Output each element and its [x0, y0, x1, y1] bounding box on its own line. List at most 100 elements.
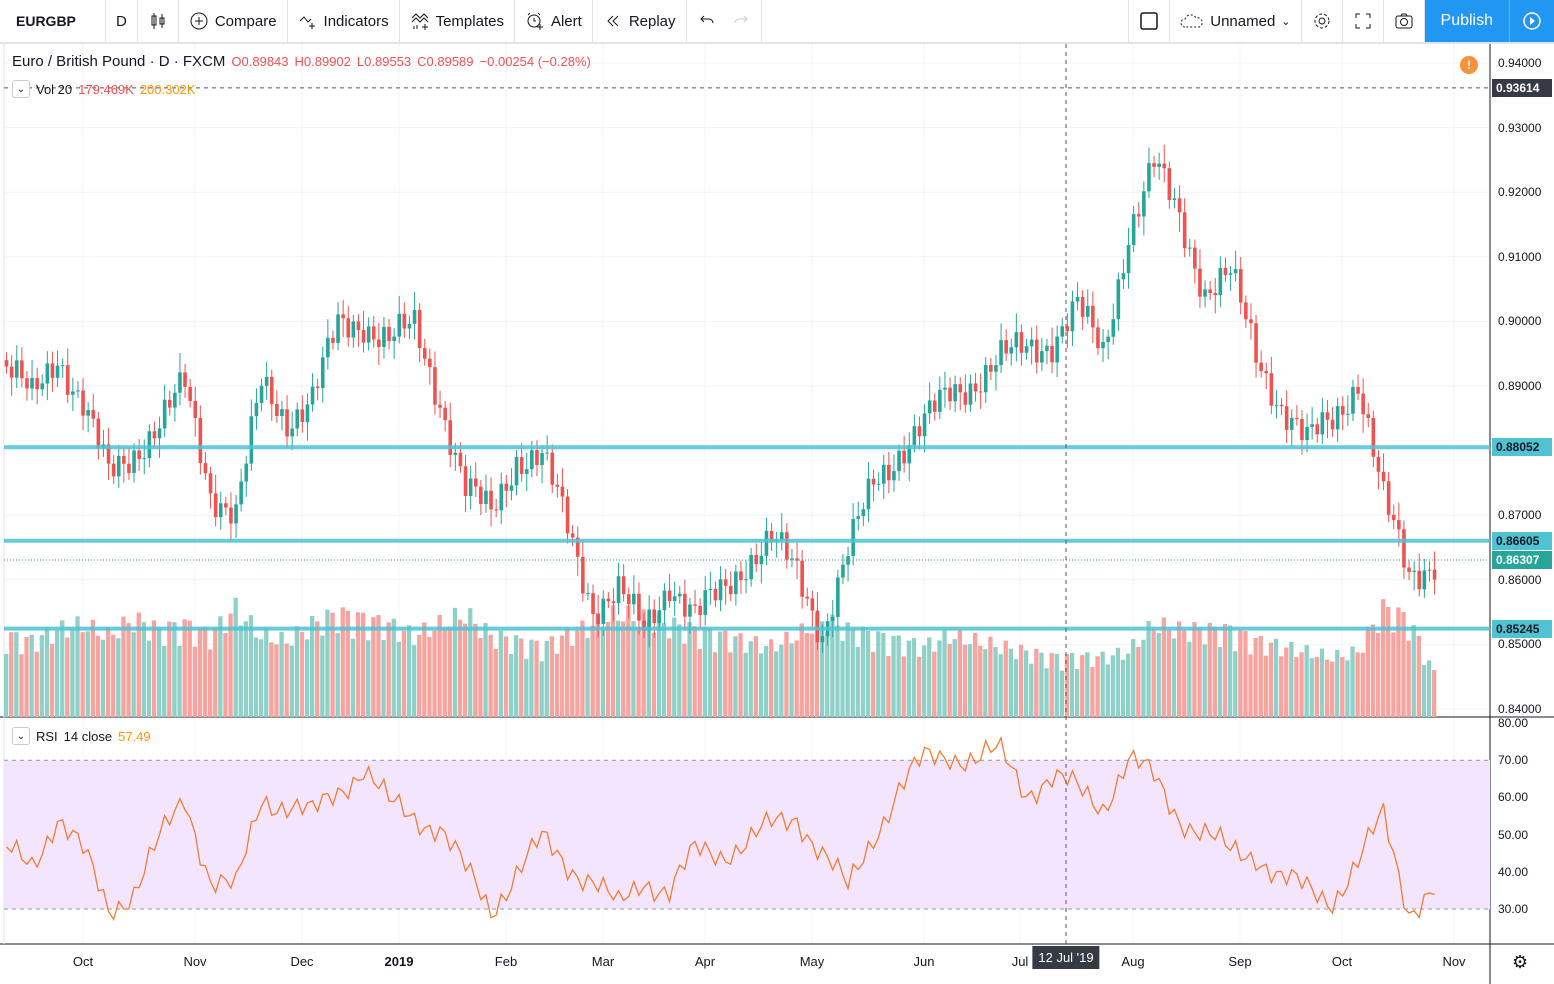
- rsi-tick-label: 60.00: [1498, 790, 1529, 805]
- volume-bar: [1192, 622, 1197, 717]
- candle-body: [1361, 393, 1365, 415]
- candle-body: [596, 614, 600, 624]
- volume-bar: [1222, 623, 1228, 717]
- layout-name-button[interactable]: Unnamed ⌄: [1170, 0, 1302, 42]
- square-icon: [1140, 12, 1158, 30]
- volume-bar: [539, 661, 544, 717]
- volume-bar: [1110, 655, 1115, 717]
- candle-body: [749, 554, 753, 580]
- candle-body: [81, 390, 85, 416]
- time-tick-label: 2019: [384, 954, 414, 969]
- candle-body: [1075, 296, 1080, 302]
- volume-bar: [667, 638, 672, 717]
- symbol-search-button[interactable]: EURGBP: [0, 0, 106, 42]
- candle-body: [341, 314, 345, 319]
- candle-body: [259, 385, 264, 403]
- multi-layout-button[interactable]: [1129, 0, 1171, 42]
- collapse-legend-button[interactable]: ⌄: [12, 80, 30, 98]
- volume-bar: [1411, 624, 1416, 717]
- volume-bar: [350, 638, 356, 717]
- volume-bar: [457, 619, 463, 717]
- publish-video-button[interactable]: [1510, 0, 1554, 42]
- volume-bar: [1100, 651, 1105, 717]
- candle-body: [269, 376, 274, 404]
- candle-body: [846, 556, 850, 565]
- volume-value: 179.469K: [78, 81, 134, 97]
- candle-body: [999, 340, 1003, 366]
- time-tick-label: Oct: [1331, 954, 1353, 969]
- volume-bar: [1381, 599, 1386, 717]
- candle-body: [1126, 245, 1131, 274]
- candle-body: [657, 610, 662, 624]
- volume-bar: [733, 636, 738, 717]
- snapshot-button[interactable]: [1384, 0, 1425, 42]
- candle-body: [1325, 412, 1330, 420]
- candle-body: [1208, 289, 1212, 294]
- time-tick-label: Oct: [72, 954, 94, 969]
- candle-body: [290, 428, 294, 437]
- price-tick-label: 0.93000: [1498, 120, 1542, 135]
- candle-body: [468, 478, 473, 497]
- volume-bar: [641, 609, 646, 717]
- replay-button[interactable]: Replay: [593, 0, 687, 42]
- volume-bar: [34, 651, 39, 717]
- candle-body: [45, 363, 50, 384]
- volume-bar: [728, 652, 733, 717]
- candle-body: [1111, 319, 1116, 337]
- undo-button[interactable]: [687, 0, 721, 42]
- compare-button[interactable]: Compare: [179, 0, 288, 42]
- candle-body: [1386, 481, 1391, 515]
- volume-bar: [1335, 649, 1340, 717]
- warning-icon[interactable]: !: [1460, 56, 1478, 74]
- price-tick-label: 0.87000: [1498, 508, 1542, 523]
- candle-body: [1295, 417, 1299, 420]
- candle-body: [50, 363, 55, 378]
- candle-body: [647, 609, 651, 631]
- alarm-clock-icon: [527, 12, 543, 30]
- volume-bar: [621, 621, 626, 717]
- top-toolbar: EURGBP D Compare Indicators Templates Al…: [0, 0, 1554, 44]
- volume-bar: [116, 638, 121, 717]
- volume-bar: [44, 626, 50, 717]
- volume-bar: [330, 612, 335, 717]
- compare-label: Compare: [214, 12, 277, 30]
- candle-body: [361, 330, 366, 343]
- candle-body: [739, 571, 743, 581]
- price-tick-label: 0.85000: [1498, 637, 1542, 652]
- chart-type-button[interactable]: [138, 0, 179, 42]
- alert-button[interactable]: Alert: [515, 0, 593, 42]
- templates-button[interactable]: Templates: [400, 0, 515, 42]
- indicators-button[interactable]: Indicators: [288, 0, 400, 42]
- collapse-rsi-button[interactable]: ⌄: [12, 727, 30, 745]
- time-tick-label: Nov: [183, 954, 207, 969]
- volume-bar: [529, 639, 534, 717]
- redo-button[interactable]: [721, 0, 762, 42]
- volume-bar: [55, 630, 60, 717]
- volume-bar: [1370, 624, 1376, 717]
- volume-bar: [401, 630, 407, 717]
- candle-body: [907, 445, 912, 464]
- volume-bar: [952, 639, 957, 717]
- volume-bar: [233, 597, 238, 717]
- interval-button[interactable]: D: [106, 0, 138, 42]
- volume-bar: [559, 635, 565, 717]
- candle-body: [851, 519, 855, 557]
- volume-bar: [600, 629, 605, 717]
- gear-icon[interactable]: ⚙: [1512, 952, 1529, 972]
- candle-body: [224, 503, 228, 508]
- volume-bar: [901, 656, 906, 717]
- candle-body: [463, 466, 468, 497]
- candle-body: [422, 348, 427, 359]
- volume-bar: [916, 656, 922, 717]
- candle-body: [938, 389, 942, 412]
- settings-button[interactable]: [1302, 0, 1343, 42]
- candle-body: [1198, 268, 1202, 297]
- fullscreen-button[interactable]: [1343, 0, 1384, 42]
- volume-bar: [4, 654, 9, 717]
- rsi-tick-label: 30.00: [1498, 902, 1529, 916]
- volume-bar: [284, 643, 289, 717]
- volume-bar: [1258, 635, 1263, 717]
- candle-body: [795, 558, 799, 561]
- publish-button[interactable]: Publish: [1424, 0, 1510, 42]
